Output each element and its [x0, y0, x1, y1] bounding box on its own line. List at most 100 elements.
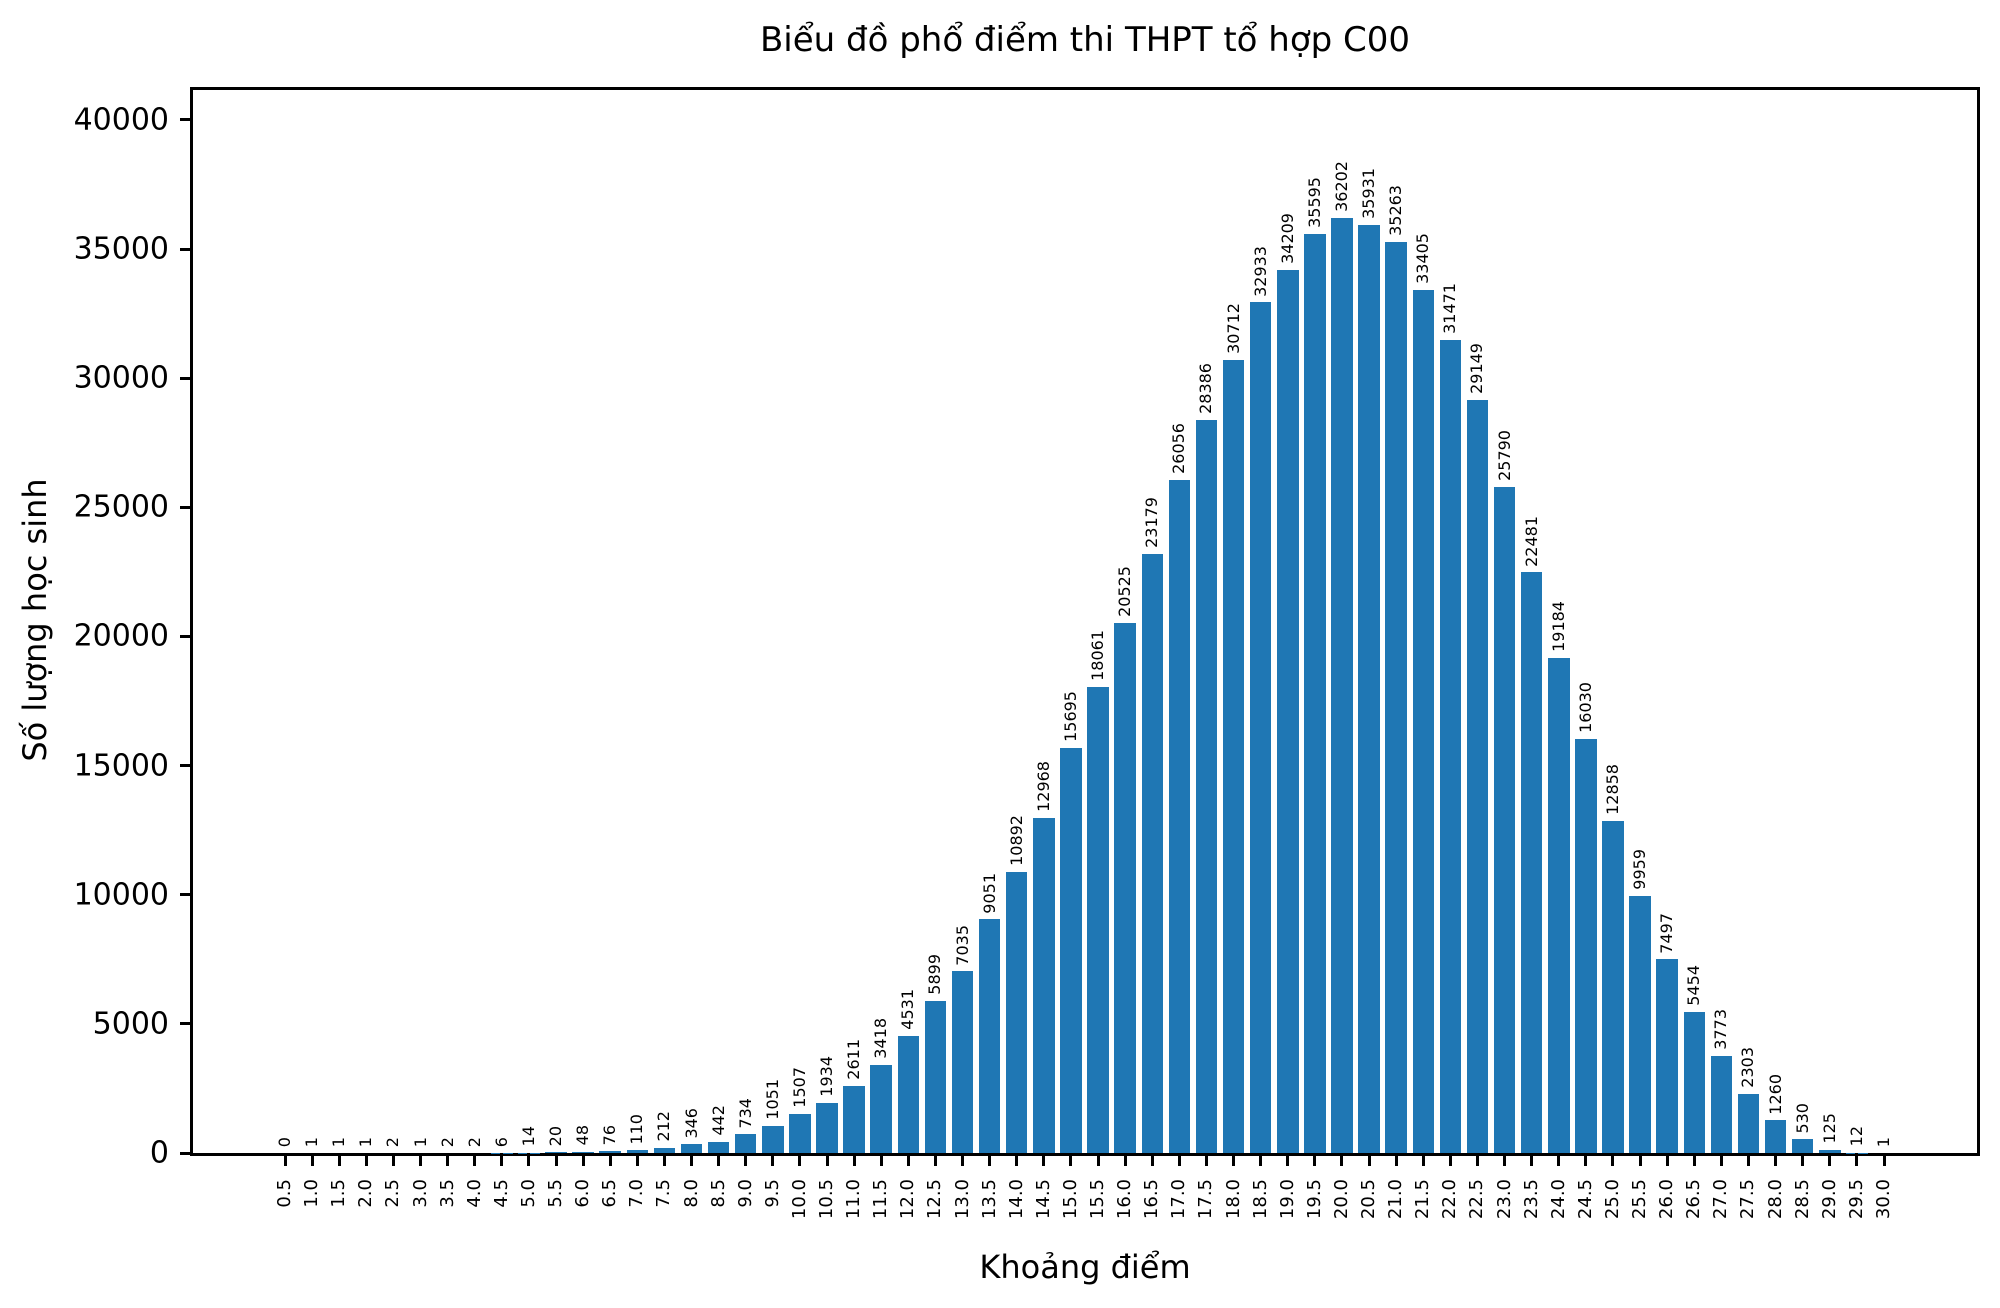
x-tick-mark — [825, 1153, 829, 1166]
x-tick-label: 24.0 — [1547, 1179, 1569, 1220]
x-tick-mark — [1448, 1153, 1452, 1166]
x-tick-mark — [1367, 1153, 1371, 1166]
x-tick-label: 23.0 — [1493, 1179, 1515, 1220]
y-tick-label: 30000 — [73, 360, 169, 396]
x-tick-mark — [1286, 1153, 1290, 1166]
x-tick-label: 26.5 — [1683, 1179, 1705, 1220]
x-tick-label: 22.0 — [1439, 1179, 1461, 1220]
x-tick-mark — [419, 1153, 422, 1166]
x-tick-mark — [1692, 1153, 1696, 1166]
bar — [545, 1152, 567, 1153]
y-tick-label: 0 — [149, 1135, 169, 1171]
x-tick-label: 3.0 — [409, 1179, 431, 1208]
x-tick-mark — [446, 1153, 450, 1166]
x-tick-mark — [662, 1153, 666, 1166]
x-tick-label: 5.5 — [545, 1179, 567, 1208]
x-tick-mark — [1123, 1153, 1127, 1166]
bar — [1493, 486, 1516, 1153]
y-axis-label: Số lượng học sinh — [16, 478, 54, 762]
x-tick-mark — [1042, 1153, 1046, 1166]
bar — [653, 1147, 676, 1153]
x-tick-label: 14.0 — [1005, 1179, 1027, 1220]
x-tick-mark — [771, 1153, 775, 1166]
x-tick-mark — [744, 1153, 748, 1166]
x-tick-mark — [1259, 1153, 1263, 1166]
bar — [870, 1064, 892, 1153]
x-tick-label: 11.5 — [870, 1179, 892, 1220]
x-tick-mark — [473, 1153, 477, 1166]
bar — [1033, 818, 1055, 1153]
x-tick-label: 22.5 — [1466, 1179, 1488, 1220]
x-tick-label: 7.5 — [653, 1179, 675, 1208]
x-tick-label: 27.0 — [1710, 1179, 1732, 1220]
x-tick-label: 28.5 — [1791, 1179, 1813, 1220]
y-tick-label: 35000 — [73, 231, 169, 267]
x-tick-mark — [608, 1153, 612, 1166]
x-tick-mark — [581, 1153, 585, 1166]
x-tick-label: 19.0 — [1276, 1179, 1298, 1220]
bar — [1520, 572, 1543, 1153]
bar — [1087, 686, 1109, 1153]
x-tick-mark — [690, 1153, 694, 1166]
x-tick-mark — [961, 1153, 965, 1166]
x-tick-label: 18.0 — [1222, 1179, 1244, 1220]
x-tick-mark — [1069, 1153, 1073, 1166]
x-tick-label: 2.5 — [382, 1179, 404, 1208]
x-tick-label: 17.0 — [1168, 1179, 1190, 1220]
bar — [1737, 1093, 1760, 1153]
bar — [1195, 419, 1218, 1153]
x-tick-mark — [1855, 1153, 1859, 1166]
bar — [1141, 554, 1163, 1153]
x-tick-label: 16.0 — [1114, 1179, 1136, 1220]
x-tick-mark — [1746, 1153, 1750, 1166]
x-tick-mark — [500, 1153, 504, 1166]
x-tick-label: 19.5 — [1303, 1179, 1325, 1220]
bar — [978, 919, 1001, 1153]
x-tick-mark — [1503, 1153, 1507, 1166]
x-tick-mark — [1096, 1153, 1100, 1166]
x-tick-label: 24.5 — [1574, 1179, 1596, 1220]
bar — [1331, 218, 1353, 1153]
x-tick-mark — [933, 1153, 937, 1166]
x-axis-label: Khoảng điểm — [979, 1248, 1191, 1286]
y-tick-label: 15000 — [73, 748, 169, 784]
x-tick-mark — [1313, 1153, 1317, 1166]
x-tick-label: 30.0 — [1873, 1179, 1895, 1220]
x-tick-mark — [1557, 1153, 1561, 1166]
x-tick-label: 10.5 — [816, 1179, 838, 1220]
x-tick-mark — [852, 1153, 856, 1166]
y-tick-label: 5000 — [92, 1006, 169, 1042]
x-tick-label: 21.5 — [1412, 1179, 1434, 1220]
x-tick-mark — [1584, 1153, 1588, 1166]
bar — [680, 1144, 703, 1153]
x-tick-mark — [635, 1153, 639, 1166]
bar — [1710, 1055, 1733, 1153]
bar — [1819, 1149, 1841, 1153]
x-tick-label: 29.5 — [1845, 1179, 1867, 1220]
bar — [789, 1114, 811, 1153]
x-tick-label: 9.5 — [761, 1179, 783, 1208]
x-tick-label: 6.5 — [599, 1179, 621, 1208]
bar — [1791, 1139, 1814, 1153]
bar — [599, 1151, 621, 1153]
x-tick-label: 7.0 — [626, 1179, 648, 1208]
bar — [572, 1151, 594, 1153]
x-tick-mark — [1204, 1153, 1208, 1166]
x-tick-mark — [1828, 1153, 1832, 1166]
y-tick-mark — [180, 247, 193, 251]
bar — [1683, 1012, 1706, 1153]
x-tick-mark — [798, 1153, 802, 1166]
x-tick-label: 25.0 — [1602, 1179, 1624, 1220]
bar — [924, 1000, 947, 1153]
x-tick-label: 4.0 — [463, 1179, 485, 1208]
x-tick-label: 26.0 — [1656, 1179, 1678, 1220]
bar — [1277, 269, 1299, 1153]
x-tick-label: 8.0 — [680, 1179, 702, 1208]
x-tick-mark — [554, 1153, 558, 1166]
bar — [1060, 747, 1082, 1153]
x-tick-mark — [1801, 1153, 1805, 1166]
bar — [707, 1141, 730, 1153]
x-tick-mark — [1015, 1153, 1019, 1166]
x-tick-mark — [879, 1153, 883, 1166]
